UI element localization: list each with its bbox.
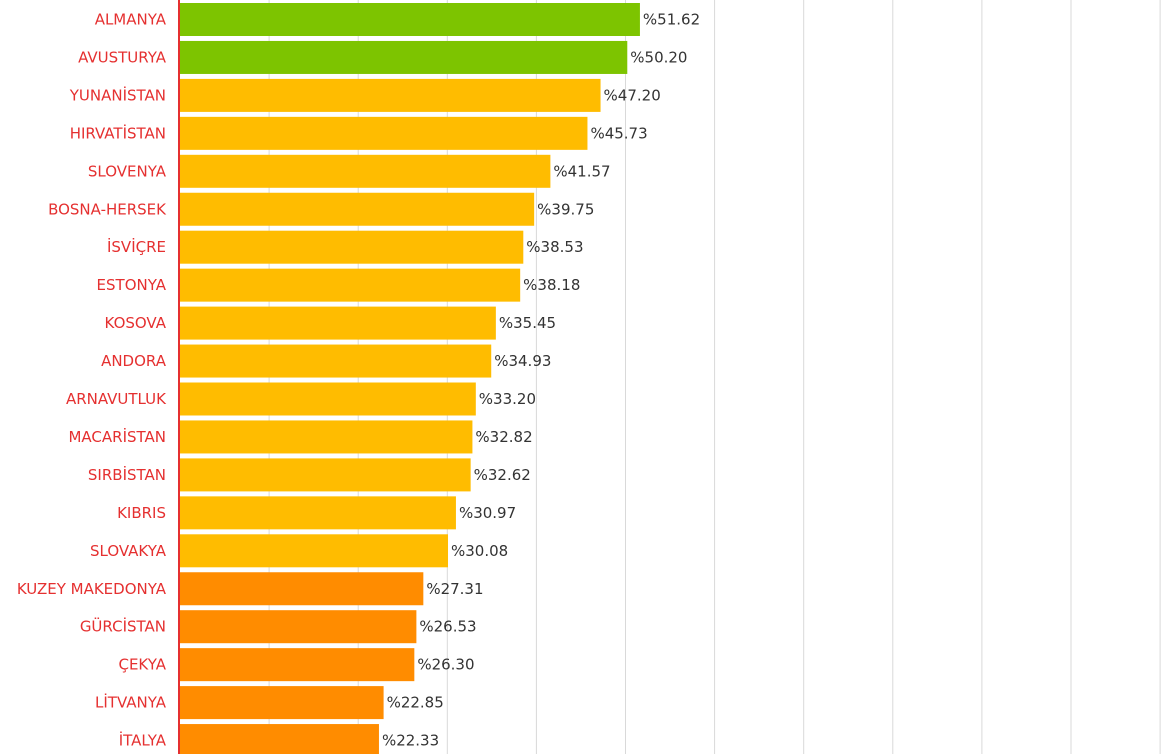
bar-almanya: [180, 3, 640, 36]
value-label-kibris: %30.97: [459, 504, 516, 522]
bar-bosna-hersek: [180, 192, 535, 226]
value-label-almanya: %51.62: [643, 11, 700, 29]
category-label-slovakya: SLOVAKYA: [90, 542, 167, 560]
category-label-cekya: ÇEKYA: [118, 656, 166, 674]
value-label-arnavutluk: %33.20: [479, 390, 536, 408]
category-label-bosna-hersek: BOSNA-HERSEK: [48, 200, 167, 218]
value-label-kuzey-makedonya: %27.31: [426, 580, 483, 598]
bar-cekya: [180, 648, 415, 682]
value-label-andora: %34.93: [494, 352, 551, 370]
bar-hirvatistan: [180, 116, 588, 150]
category-label-sirbistan: SIRBİSTAN: [88, 465, 166, 484]
value-label-gurcistan: %26.53: [419, 618, 476, 636]
category-label-almanya: ALMANYA: [95, 11, 167, 29]
category-label-avusturya: AVUSTURYA: [78, 48, 167, 66]
category-label-arnavutluk: ARNAVUTLUK: [66, 390, 167, 408]
value-label-italya: %22.33: [382, 732, 439, 750]
bar-estonya: [180, 268, 521, 302]
bar-italya: [180, 724, 379, 754]
value-label-slovakya: %30.08: [451, 542, 508, 560]
value-label-kosova: %35.45: [499, 314, 556, 332]
category-label-litvanya: LİTVANYA: [95, 693, 167, 712]
value-labels: %51.62 %50.20 %47.20 %45.73 %41.57 %39.75 %38.…: [382, 11, 700, 750]
category-label-slovenya: SLOVENYA: [88, 162, 167, 180]
bar-kibris: [180, 496, 456, 530]
bar-isvicre: [180, 230, 524, 264]
value-label-estonya: %38.18: [523, 276, 580, 294]
value-label-avusturya: %50.20: [630, 48, 687, 66]
bar-macaristan: [180, 420, 473, 454]
value-label-bosna-hersek: %39.75: [537, 200, 594, 218]
bar-yunanistan: [180, 78, 601, 112]
category-label-kosova: KOSOVA: [105, 314, 167, 332]
value-label-macaristan: %32.82: [475, 428, 532, 446]
value-label-cekya: %26.30: [417, 656, 474, 674]
category-label-kuzey-makedonya: KUZEY MAKEDONYA: [17, 580, 167, 598]
bar-kosova: [180, 306, 496, 340]
category-label-isvicre: İSVİÇRE: [107, 237, 166, 256]
bar-kuzey-makedonya: [180, 572, 424, 606]
value-label-isvicre: %38.53: [526, 238, 583, 256]
value-label-hirvatistan: %45.73: [590, 124, 647, 142]
bars: [180, 3, 640, 754]
bar-andora: [180, 344, 492, 378]
value-label-yunanistan: %47.20: [604, 86, 661, 104]
bar-litvanya: [180, 686, 384, 720]
bar-slovenya: [180, 154, 551, 188]
value-label-sirbistan: %32.62: [474, 466, 531, 484]
category-labels: ALMANYA AVUSTURYA YUNANİSTAN HIRVATİSTAN SLO…: [17, 11, 167, 750]
bar-slovakya: [180, 534, 449, 568]
category-label-estonya: ESTONYA: [97, 276, 167, 294]
category-label-andora: ANDORA: [101, 352, 167, 370]
bar-avusturya: [180, 40, 628, 74]
value-label-slovenya: %41.57: [553, 162, 610, 180]
category-label-kibris: KIBRIS: [117, 504, 166, 522]
bar-sirbistan: [180, 458, 471, 492]
category-label-macaristan: MACARİSTAN: [68, 427, 166, 446]
category-label-hirvatistan: HIRVATİSTAN: [70, 123, 166, 142]
bar-arnavutluk: [180, 382, 476, 416]
category-label-gurcistan: GÜRCİSTAN: [80, 617, 166, 636]
bar-gurcistan: [180, 610, 417, 644]
category-label-italya: İTALYA: [119, 731, 167, 750]
category-label-yunanistan: YUNANİSTAN: [69, 85, 166, 104]
value-label-litvanya: %22.85: [387, 694, 444, 712]
